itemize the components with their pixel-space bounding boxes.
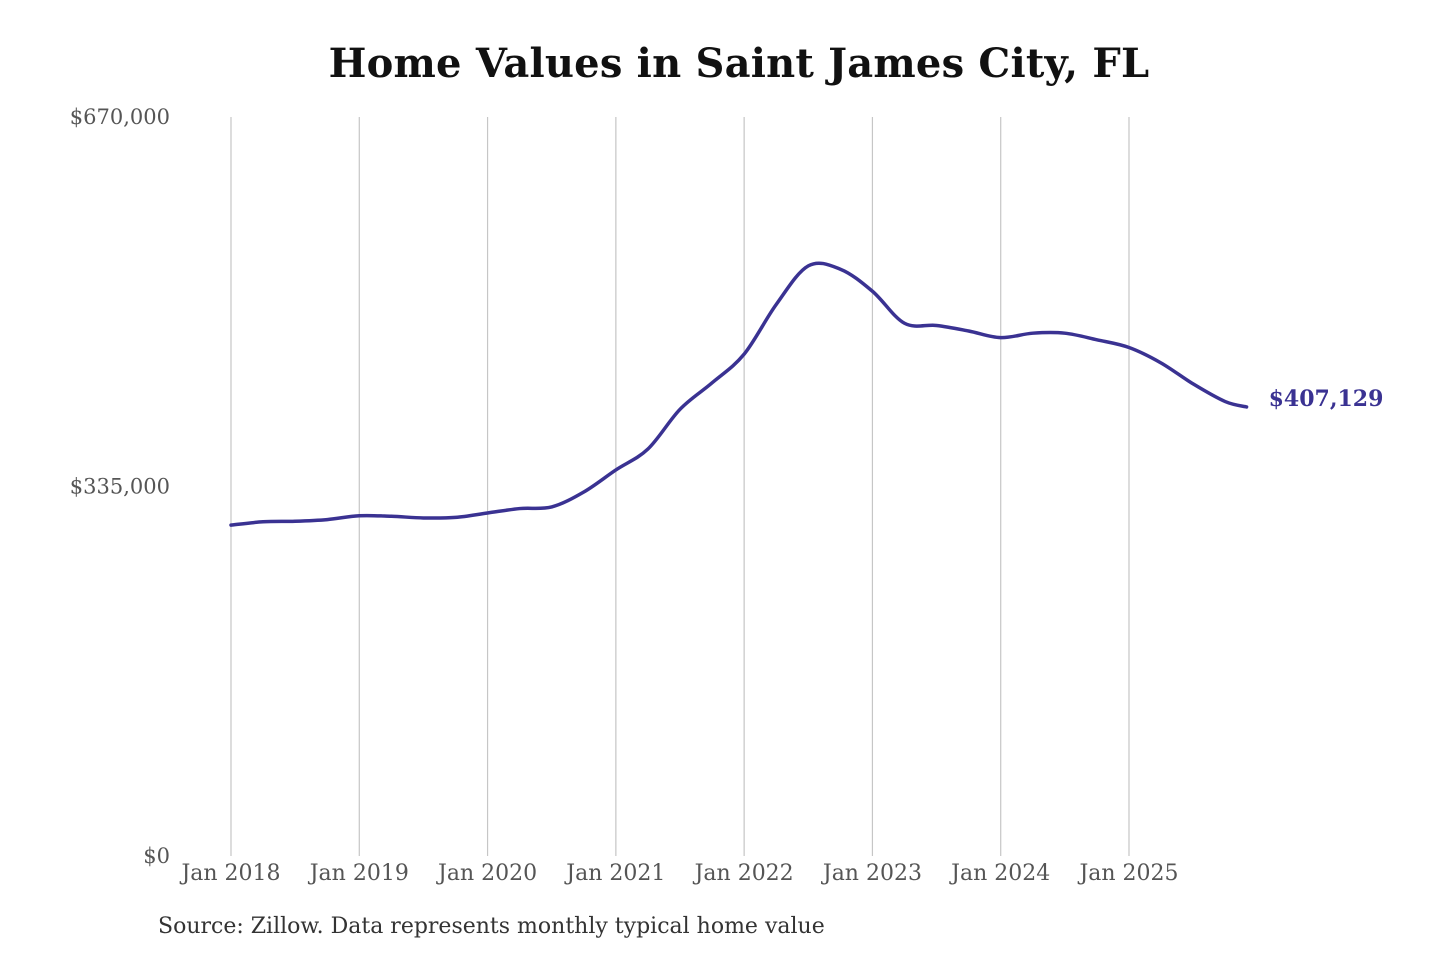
series-line-home-value — [229, 261, 1249, 527]
gridlines — [230, 117, 1130, 856]
x-tick-label: Jan 2019 — [308, 861, 409, 886]
y-axis-ticks: $0 $335,000 $670,000 — [70, 105, 170, 868]
end-value-label: $407,129 — [1269, 386, 1384, 412]
x-tick-label: Jan 2018 — [179, 861, 280, 886]
chart-title: Home Values in Saint James City, FL — [328, 40, 1150, 87]
x-tick-label: Jan 2024 — [949, 861, 1050, 886]
y-tick-label: $670,000 — [70, 105, 170, 129]
x-tick-label: Jan 2023 — [821, 861, 922, 886]
series-layer — [229, 261, 1249, 527]
x-tick-label: Jan 2025 — [1077, 861, 1178, 886]
source-note: Source: Zillow. Data represents monthly … — [158, 914, 825, 939]
x-tick-label: Jan 2022 — [693, 861, 794, 886]
y-tick-label: $0 — [143, 844, 170, 868]
x-axis-ticks: Jan 2018 Jan 2019 Jan 2020 Jan 2021 Jan 2022… — [179, 861, 1178, 886]
x-tick-label: Jan 2021 — [564, 861, 665, 886]
y-tick-label: $335,000 — [70, 475, 170, 499]
x-tick-label: Jan 2020 — [436, 861, 537, 886]
